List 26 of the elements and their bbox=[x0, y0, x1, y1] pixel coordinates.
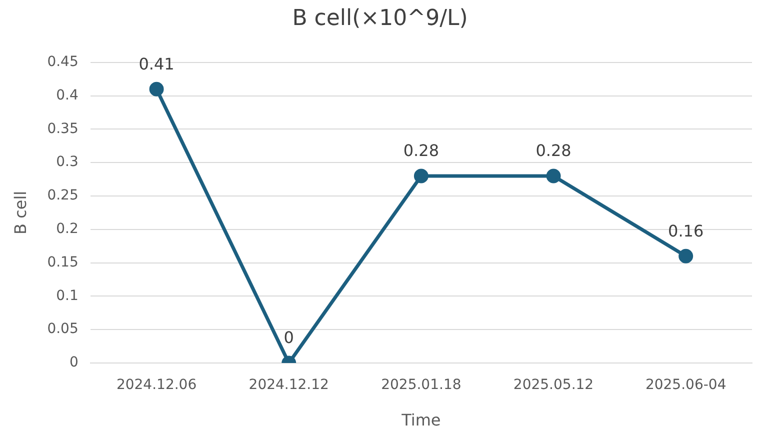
point bbox=[414, 168, 428, 184]
y-tick-label: 0.35 bbox=[47, 120, 78, 137]
data-label: 0.16 bbox=[668, 221, 704, 240]
x-axis-title: Time bbox=[400, 410, 441, 430]
point bbox=[678, 248, 694, 264]
data-label: 0 bbox=[284, 328, 294, 348]
y-tick-label: 0.45 bbox=[47, 54, 78, 70]
y-tick-label: 0.25 bbox=[47, 188, 78, 204]
y-tick-label: 0.15 bbox=[47, 254, 78, 270]
y-tick-label: 0.05 bbox=[47, 321, 78, 338]
y-tick-label: 0.2 bbox=[56, 221, 78, 238]
y-tick-label: 0.1 bbox=[56, 288, 78, 304]
x-tick-label: 2025.01.18 bbox=[381, 377, 462, 394]
data-label: 0.28 bbox=[536, 141, 572, 160]
chart-title: B cell(×10^9/L) bbox=[292, 6, 468, 31]
y-tick-label: 0.3 bbox=[56, 154, 78, 170]
data-label: 0.41 bbox=[138, 54, 174, 74]
point bbox=[546, 168, 561, 184]
y-tick-label: 0 bbox=[69, 354, 78, 371]
x-tick-label: 2024.12.06 bbox=[116, 377, 197, 394]
x-tick-label: 2025.05.12 bbox=[513, 377, 594, 394]
y-tick-label: 0.4 bbox=[56, 87, 78, 104]
data-label: 0.28 bbox=[403, 141, 439, 160]
x-tick-label: 2024.12.12 bbox=[248, 377, 329, 394]
x-tick-label: 2025.06-04 bbox=[645, 377, 726, 394]
y-axis-title: B cell bbox=[10, 190, 30, 234]
